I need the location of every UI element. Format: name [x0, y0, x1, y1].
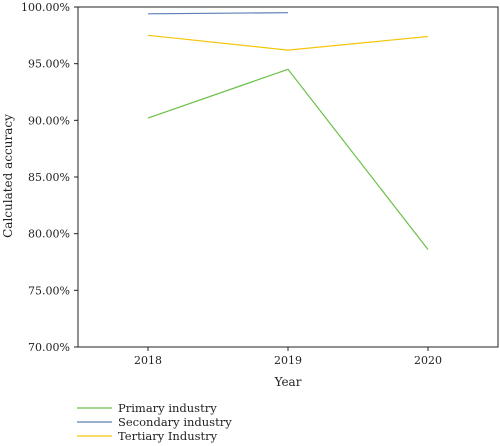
series-line-secondary-industry	[147, 12, 289, 15]
y-tick-label: 70.00%	[28, 341, 70, 354]
x-axis-title: Year	[274, 375, 302, 389]
y-tick-label: 80.00%	[28, 228, 70, 241]
x-tick-label: 2019	[274, 354, 302, 367]
plot-area	[77, 6, 499, 348]
legend-label-primary-industry: Primary industry	[118, 401, 217, 415]
plot-frame	[77, 6, 499, 348]
series-line-primary-industry	[147, 68, 429, 250]
y-tick-label: 75.00%	[28, 284, 70, 297]
series-line-tertiary-industry	[147, 34, 429, 51]
x-tick-label: 2018	[134, 354, 162, 367]
y-tick-label: 100.00%	[21, 1, 70, 14]
y-axis-title: Calculated accuracy	[1, 114, 15, 238]
y-tick-label: 85.00%	[28, 171, 70, 184]
x-axis: 2018 2019 2020	[134, 347, 442, 367]
y-tick-label: 95.00%	[28, 58, 70, 71]
y-tick-label: 90.00%	[28, 114, 70, 127]
legend-label-tertiary-industry: Tertiary Industry	[118, 429, 218, 443]
legend-label-secondary-industry: Secondary industry	[118, 415, 232, 429]
series-lines	[147, 12, 429, 250]
x-tick-label: 2020	[414, 354, 442, 367]
y-axis: 100.00% 95.00% 90.00% 85.00% 80.00% 75.00% 70.…	[21, 1, 78, 354]
